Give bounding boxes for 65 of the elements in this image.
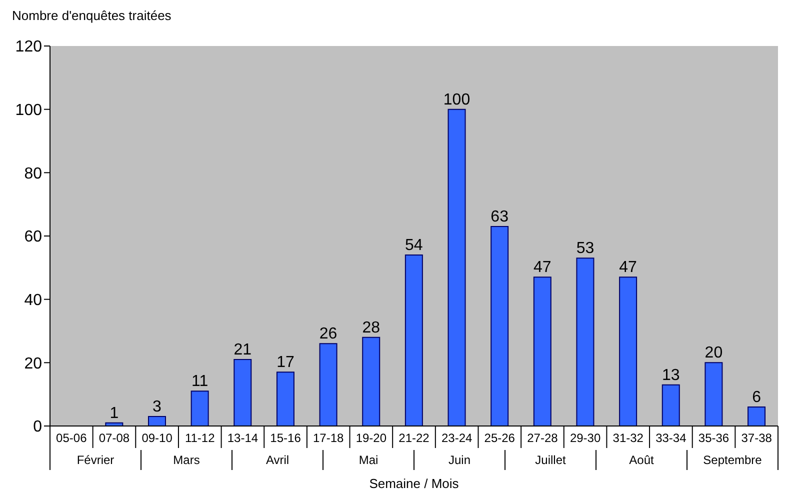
x-axis-title: Semaine / Mois bbox=[369, 476, 460, 491]
data-label: 20 bbox=[704, 344, 723, 362]
x-tick-label: 37-38 bbox=[741, 431, 772, 445]
bar bbox=[448, 108, 466, 426]
data-label: 53 bbox=[576, 240, 594, 258]
text: Juillet bbox=[535, 453, 566, 467]
data-label: 6 bbox=[752, 389, 762, 406]
text: Juin bbox=[448, 453, 471, 467]
y-tick-label: 80 bbox=[24, 165, 42, 182]
bar bbox=[234, 359, 252, 426]
x-tick-label: 25-26 bbox=[484, 431, 516, 445]
x-tick-label: 07-08 bbox=[98, 431, 130, 445]
x-tick-label: 09-10 bbox=[142, 431, 173, 445]
y-axis-title: Nombre d'enquêtes traitées bbox=[11, 8, 172, 24]
bar bbox=[362, 336, 380, 426]
x-tick-label: 29-30 bbox=[570, 431, 601, 445]
bar bbox=[533, 276, 552, 426]
bar bbox=[619, 276, 638, 426]
data-label: 47 bbox=[534, 259, 552, 276]
x-tick-label: 05-06 bbox=[56, 431, 88, 445]
bar bbox=[662, 384, 680, 426]
x-tick-label: 15-16 bbox=[270, 431, 302, 445]
text: Mai bbox=[358, 453, 378, 467]
bar bbox=[319, 343, 338, 426]
bar bbox=[404, 254, 423, 426]
data-label: 1 bbox=[110, 404, 119, 422]
data-label: 26 bbox=[319, 326, 338, 343]
bar bbox=[748, 406, 766, 426]
data-label: 13 bbox=[662, 366, 680, 384]
x-tick-label: 11-12 bbox=[184, 431, 216, 445]
data-label: 28 bbox=[362, 319, 380, 336]
text: Avril bbox=[266, 453, 290, 467]
data-label: 54 bbox=[405, 237, 423, 254]
x-tick-label: 19-20 bbox=[356, 431, 387, 445]
bar bbox=[148, 416, 166, 426]
bar bbox=[190, 390, 209, 426]
y-tick-label: 40 bbox=[24, 292, 42, 310]
x-tick-label: 35-36 bbox=[698, 431, 730, 445]
x-tick-label: 13-14 bbox=[227, 431, 258, 445]
data-label: 17 bbox=[276, 354, 294, 372]
text: Février bbox=[76, 453, 114, 467]
y-tick-label: 120 bbox=[15, 38, 42, 56]
x-tick-label: 21-22 bbox=[398, 431, 430, 445]
data-label: 47 bbox=[619, 259, 638, 276]
x-tick-label: 27-28 bbox=[527, 431, 558, 445]
y-tick-label: 0 bbox=[33, 418, 42, 436]
bar bbox=[704, 362, 723, 426]
data-label: 11 bbox=[192, 373, 208, 390]
x-tick-label: 17-18 bbox=[313, 431, 344, 445]
text: Août bbox=[629, 453, 655, 467]
bar bbox=[276, 372, 294, 426]
x-tick-label: 31-32 bbox=[612, 431, 644, 445]
data-label: 3 bbox=[152, 398, 162, 416]
data-label: 21 bbox=[234, 342, 252, 358]
y-tick-label: 100 bbox=[15, 102, 42, 120]
y-tick-label: 60 bbox=[24, 228, 42, 246]
x-tick-label: 23-24 bbox=[441, 431, 472, 445]
bar bbox=[490, 226, 509, 426]
text: Septembre bbox=[703, 453, 762, 467]
y-tick-label: 20 bbox=[24, 355, 42, 372]
x-tick-label: 33-34 bbox=[656, 431, 687, 445]
data-label: 100 bbox=[443, 91, 470, 108]
data-label: 63 bbox=[490, 208, 509, 226]
text: Mars bbox=[173, 453, 200, 467]
bar bbox=[576, 258, 594, 426]
